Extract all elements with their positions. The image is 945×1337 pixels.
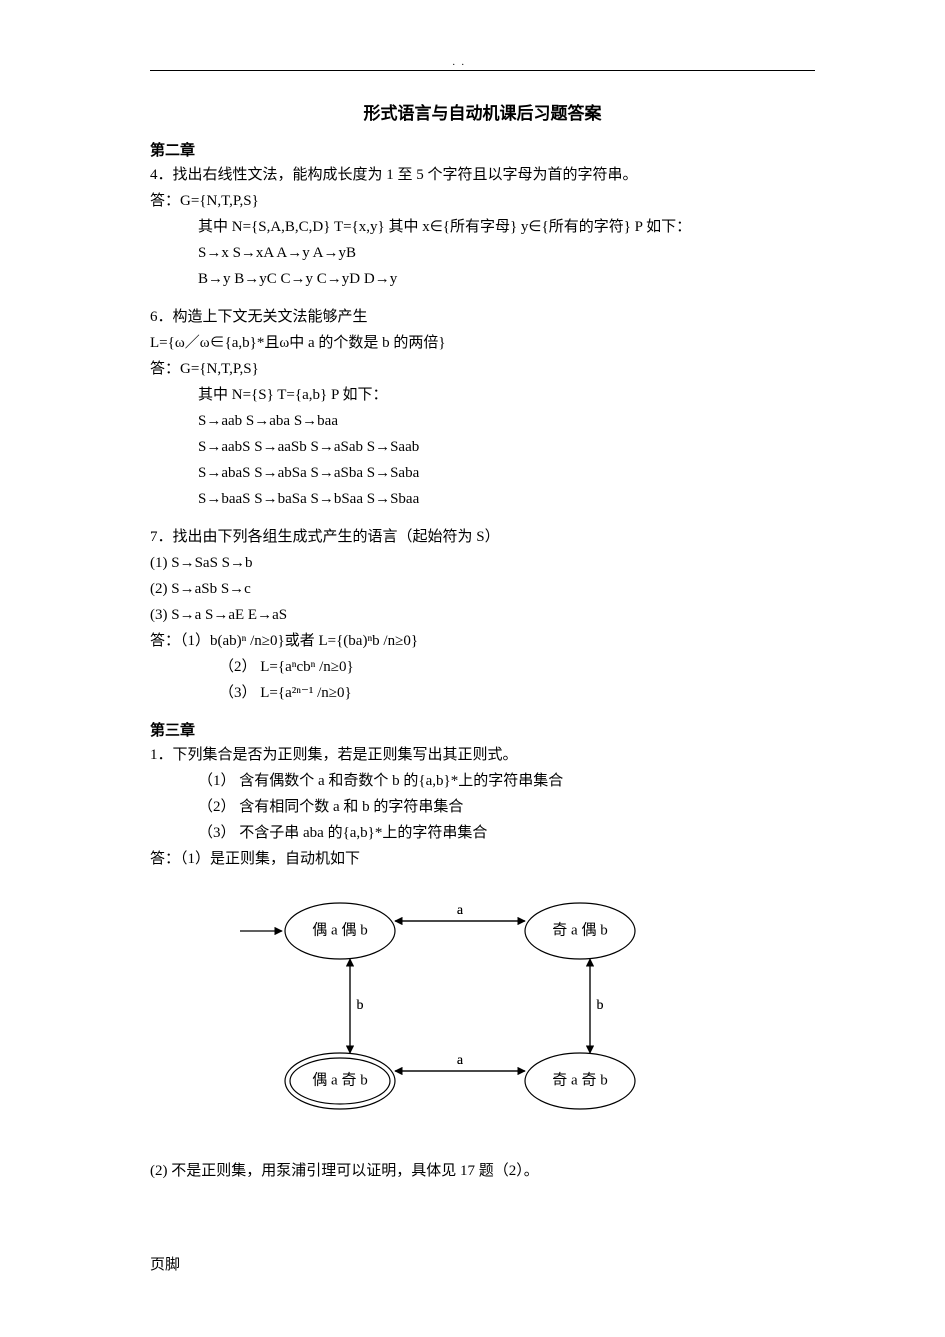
q7-item-1: (1) S→SaS S→b bbox=[150, 551, 815, 575]
q7-answer-1: （1）b(ab)ⁿ /n≥0}或者 L={(ba)ⁿb /n≥0} bbox=[180, 633, 418, 649]
q7-prompt: 7．找出由下列各组生成式产生的语言（起始符为 S） bbox=[150, 525, 815, 549]
svg-text:a: a bbox=[457, 1053, 464, 1068]
svg-text:b: b bbox=[357, 998, 364, 1013]
q7-answer-line: 答：（1）b(ab)ⁿ /n≥0}或者 L={(ba)ⁿb /n≥0} bbox=[150, 629, 815, 653]
q7-item-3: (3) S→a S→aE E→aS bbox=[150, 603, 815, 627]
svg-text:奇 a 偶 b: 奇 a 偶 b bbox=[552, 922, 607, 939]
c3-q1-item-3: （3） 不含子串 aba 的{a,b}*上的字符串集合 bbox=[150, 821, 815, 845]
header-rule bbox=[150, 70, 815, 71]
q4-answer-label: 答：G={N,T,P,S} bbox=[150, 189, 815, 213]
q6-prod-4: S→baaS S→baSa S→bSaa S→Sbaa bbox=[150, 487, 815, 511]
chapter2-heading: 第二章 bbox=[150, 139, 815, 163]
c3-q1-prompt: 1．下列集合是否为正则集，若是正则集写出其正则式。 bbox=[150, 743, 815, 767]
q6-prod-1: S→aab S→aba S→baa bbox=[150, 409, 815, 433]
q7-answer-3: （3） L={a²ⁿ⁻¹ /n≥0} bbox=[150, 681, 815, 705]
doc-title: 形式语言与自动机课后习题答案 bbox=[150, 100, 815, 127]
q7-answer-2: （2） L={aⁿcbⁿ /n≥0} bbox=[150, 655, 815, 679]
automaton-svg: aaaabbbb偶 a 偶 b奇 a 偶 b偶 a 奇 b奇 a 奇 b bbox=[220, 881, 680, 1141]
q6-prod-2: S→aabS S→aaSb S→aSab S→Saab bbox=[150, 435, 815, 459]
svg-text:奇 a 奇 b: 奇 a 奇 b bbox=[552, 1072, 607, 1089]
c3-q1-item-2: （2） 含有相同个数 a 和 b 的字符串集合 bbox=[150, 795, 815, 819]
svg-text:a: a bbox=[457, 903, 464, 918]
q4-prompt: 4．找出右线性文法，能构成长度为 1 至 5 个字符且以字母为首的字符串。 bbox=[150, 163, 815, 187]
q6-n-line: 其中 N={S} T={a,b} P 如下： bbox=[150, 383, 815, 407]
svg-text:偶 a 奇 b: 偶 a 奇 b bbox=[312, 1072, 367, 1089]
q6-prod-3: S→abaS S→abSa S→aSba S→Saba bbox=[150, 461, 815, 485]
header-mark: . . bbox=[453, 55, 467, 71]
q7-answer-label: 答： bbox=[150, 633, 180, 649]
q6-language: L={ω／ω∈{a,b}*且ω中 a 的个数是 b 的两倍} bbox=[150, 331, 815, 355]
svg-text:偶 a 偶 b: 偶 a 偶 b bbox=[312, 922, 367, 939]
c3-q1-part2: (2) 不是正则集，用泵浦引理可以证明，具体见 17 题（2）。 bbox=[150, 1159, 815, 1183]
automaton-diagram: aaaabbbb偶 a 偶 b奇 a 偶 b偶 a 奇 b奇 a 奇 b bbox=[220, 881, 680, 1141]
chapter3-heading: 第三章 bbox=[150, 719, 815, 743]
c3-q1-item-1: （1） 含有偶数个 a 和奇数个 b 的{a,b}*上的字符串集合 bbox=[150, 769, 815, 793]
q4-n-line: 其中 N={S,A,B,C,D} T={x,y} 其中 x∈{所有字母} y∈{… bbox=[150, 215, 815, 239]
q4-prod-1: S→x S→xA A→y A→yB bbox=[150, 241, 815, 265]
page-footer: 页脚 bbox=[150, 1253, 180, 1277]
q6-answer-label: 答：G={N,T,P,S} bbox=[150, 357, 815, 381]
page: . . 形式语言与自动机课后习题答案 第二章 4．找出右线性文法，能构成长度为 … bbox=[0, 0, 945, 1337]
c3-q1-answer: 答：（1）是正则集，自动机如下 bbox=[150, 847, 815, 871]
q6-prompt: 6．构造上下文无关文法能够产生 bbox=[150, 305, 815, 329]
svg-text:b: b bbox=[597, 998, 604, 1013]
q7-item-2: (2) S→aSb S→c bbox=[150, 577, 815, 601]
q4-prod-2: B→y B→yC C→y C→yD D→y bbox=[150, 267, 815, 291]
